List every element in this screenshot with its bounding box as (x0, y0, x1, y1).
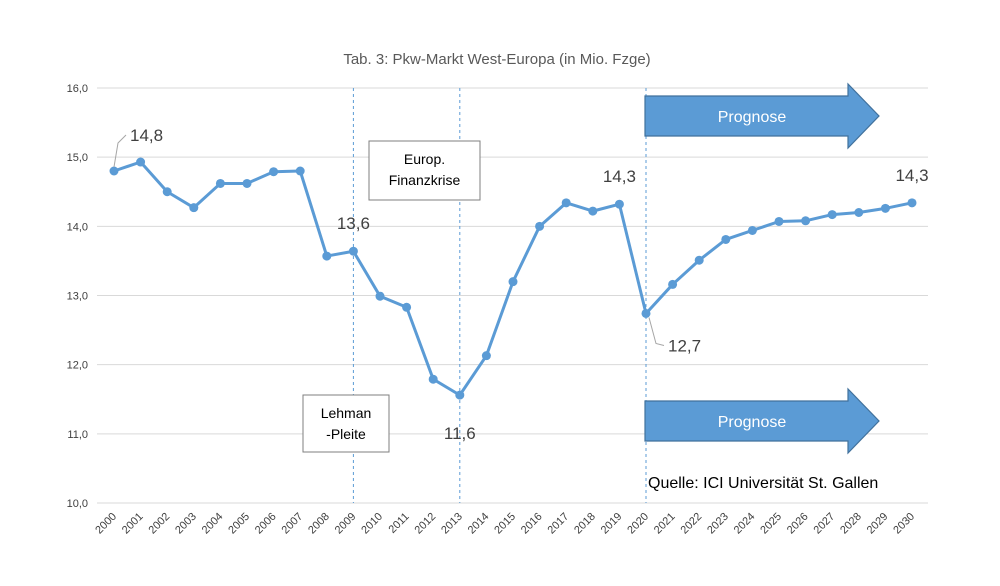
data-point (641, 308, 651, 318)
x-tick-label: 2022 (679, 511, 705, 537)
data-point (109, 166, 119, 176)
data-point (269, 167, 279, 177)
data-label: 11,6 (444, 424, 476, 443)
x-tick-label: 2025 (758, 511, 784, 537)
x-tick-label: 2010 (359, 511, 385, 537)
data-point (561, 198, 571, 208)
data-point (854, 208, 864, 217)
x-tick-label: 2020 (625, 511, 651, 537)
y-axis-tick-labels: 10,0 11,0 12,0 13,0 14,0 15,0 16,0 (67, 83, 88, 510)
data-point (694, 255, 704, 265)
data-point (375, 291, 385, 301)
y-tick-label: 16,0 (67, 83, 88, 95)
data-label: 13,6 (337, 214, 370, 233)
data-point (295, 166, 305, 176)
x-tick-label: 2009 (333, 511, 359, 537)
x-tick-label: 2000 (93, 511, 119, 537)
x-tick-label: 2012 (413, 511, 439, 537)
leader-line (113, 134, 127, 168)
x-tick-label: 2017 (546, 511, 572, 537)
data-point (588, 206, 598, 216)
y-tick-label: 15,0 (67, 152, 88, 164)
data-point (880, 203, 890, 213)
data-point (162, 187, 172, 197)
data-point (668, 279, 678, 289)
annotation-text: -Pleite (326, 426, 366, 442)
data-point (801, 216, 811, 226)
x-tick-label: 2021 (652, 511, 678, 537)
x-tick-label: 2018 (572, 511, 598, 537)
data-point (189, 203, 199, 213)
prognose-arrow-label: Prognose (718, 414, 787, 431)
data-point (481, 351, 491, 361)
annotations: Lehman -Pleite Europ. Finanzkrise Prognose Pr… (302, 82, 880, 455)
x-tick-label: 2029 (865, 511, 891, 537)
data-point (508, 277, 518, 287)
data-point (322, 251, 332, 261)
data-point (242, 178, 252, 188)
leader-line (648, 317, 665, 346)
data-label: 14,3 (895, 166, 928, 185)
x-tick-label: 2016 (519, 511, 545, 537)
y-tick-label: 11,0 (67, 429, 88, 441)
y-tick-label: 12,0 (67, 360, 88, 372)
data-point (747, 225, 757, 235)
data-label: 14,8 (130, 126, 163, 145)
y-tick-label: 10,0 (67, 498, 88, 510)
prognose-arrow (644, 387, 880, 455)
annotation-box (368, 140, 481, 201)
x-tick-label: 2028 (838, 511, 864, 537)
data-point (907, 198, 917, 208)
gridlines (97, 87, 928, 504)
x-tick-label: 2013 (439, 511, 465, 537)
x-tick-label: 2014 (466, 511, 492, 537)
x-tick-label: 2001 (120, 511, 146, 537)
annotation-text: Finanzkrise (389, 172, 461, 188)
x-tick-label: 2030 (891, 511, 917, 537)
data-point (827, 210, 837, 220)
data-point (455, 390, 465, 400)
annotation-box (302, 394, 390, 453)
data-point (348, 246, 358, 256)
data-point (614, 199, 624, 209)
x-tick-label: 2006 (253, 511, 279, 537)
data-point (136, 157, 146, 167)
data-point (402, 302, 412, 312)
series-line-group (109, 157, 917, 400)
x-tick-label: 2019 (599, 511, 625, 537)
data-label: 12,7 (668, 336, 701, 355)
annotation-text: Lehman (321, 405, 372, 421)
x-tick-label: 2002 (147, 511, 173, 537)
x-tick-label: 2027 (812, 511, 838, 537)
y-tick-label: 14,0 (67, 221, 88, 233)
x-tick-label: 2023 (705, 511, 731, 537)
annotation-text: Europ. (404, 151, 445, 167)
data-point (428, 374, 438, 384)
x-tick-label: 2007 (280, 511, 306, 537)
x-tick-label: 2011 (387, 511, 412, 536)
prognose-arrow-label: Prognose (718, 109, 787, 126)
chart-title: Tab. 3: Pkw-Markt West-Europa (in Mio. F… (343, 51, 650, 68)
data-label: 14,3 (603, 167, 636, 186)
x-tick-label: 2004 (200, 511, 226, 537)
data-point (774, 216, 784, 226)
x-tick-label: 2015 (492, 511, 518, 537)
x-tick-label: 2024 (732, 511, 758, 537)
x-tick-label: 2026 (785, 511, 811, 537)
x-tick-label: 2008 (306, 511, 332, 537)
x-tick-label: 2003 (173, 511, 199, 537)
source-note: Quelle: ICI Universität St. Gallen (648, 475, 878, 492)
data-point (721, 234, 731, 244)
data-point (215, 178, 225, 188)
x-tick-label: 2005 (226, 511, 252, 537)
prognose-arrow (644, 82, 880, 150)
data-labels: 14,8 13,6 11,6 14,3 12,7 14,3 (113, 126, 929, 443)
y-tick-label: 13,0 (67, 291, 88, 303)
data-point (535, 221, 545, 231)
x-axis-tick-labels: 2000 2001 2002 2003 2004 2005 2006 2007 2008 2009… (93, 511, 917, 537)
